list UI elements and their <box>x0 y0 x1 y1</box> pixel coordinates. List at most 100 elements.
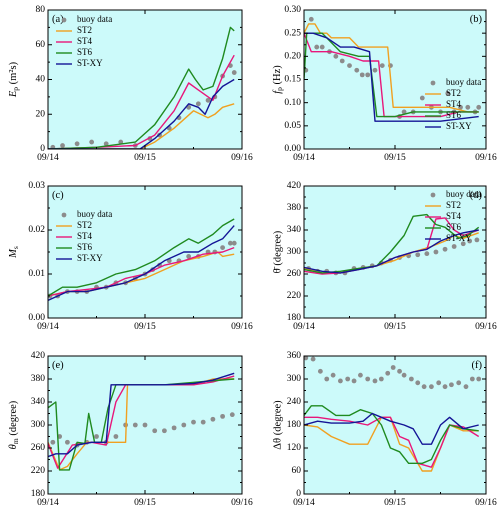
buoy-point-e-13 <box>171 425 177 431</box>
buoy-point-e-5 <box>94 434 99 439</box>
legend-label-a-0: buoy data <box>77 14 112 24</box>
y-tick-label-f-3: 180 <box>287 420 302 430</box>
y-tick-label-d-4: 340 <box>287 225 302 235</box>
series-line-f-st6 <box>304 405 479 464</box>
plot-area-b <box>304 10 486 149</box>
x-tick-label-a-0: 09/14 <box>37 153 59 163</box>
y-tick-label-b-0: 0.00 <box>284 144 301 154</box>
series-line-b-st-xy <box>304 32 479 122</box>
buoy-point-b-9 <box>359 72 365 78</box>
x-tick-label-f-0: 09/14 <box>293 498 315 508</box>
y-tick-label-b-4: 0.20 <box>284 52 301 62</box>
legend-marker-buoy-b <box>430 80 436 86</box>
buoy-point-f-9 <box>365 376 371 382</box>
legend-label-c-0: buoy data <box>77 209 112 219</box>
buoy-point-c-20 <box>227 240 233 246</box>
buoy-point-e-7 <box>113 434 119 439</box>
buoy-point-b-25 <box>476 104 482 110</box>
y-tick-label-c-2: 0.02 <box>28 225 45 235</box>
series-line-a-st4 <box>48 54 235 149</box>
x-tick-label-d-2: 09/16 <box>475 322 497 332</box>
buoy-point-e-2 <box>65 439 70 445</box>
plot-content-a <box>48 26 237 149</box>
y-tick-label-f-2: 120 <box>287 443 302 453</box>
buoy-point-f-22 <box>449 382 454 388</box>
x-tick-label-d-1: 09/15 <box>384 322 406 332</box>
y-tick-label-f-5: 300 <box>287 374 302 384</box>
legend-label-d-1: ST2 <box>446 200 461 210</box>
buoy-point-b-23 <box>465 104 471 110</box>
buoy-point-f-15 <box>401 372 407 378</box>
panel-tag-c: (c) <box>52 190 64 201</box>
x-tick-label-c-1: 09/15 <box>134 322 156 332</box>
y-axis-label-f: Δθ (degree) <box>272 400 283 450</box>
panel-b: 0.00 0.05 0.10 0.15 0.20 0.25 0.30 09/14 09/15 09… <box>272 5 497 163</box>
buoy-point-a-1 <box>60 143 65 148</box>
buoy-point-f-18 <box>421 384 427 390</box>
legend-label-d-3: ST6 <box>446 222 462 232</box>
buoy-point-f-11 <box>378 376 384 382</box>
y-tick-label-e-1: 220 <box>31 466 46 476</box>
buoy-point-d-13 <box>424 251 430 257</box>
y-tick-label-a-2: 40 <box>36 75 46 85</box>
buoy-point-e-17 <box>210 416 216 422</box>
buoy-point-b-15 <box>401 109 407 115</box>
legend-label-a-1: ST2 <box>77 25 92 35</box>
buoy-point-f-17 <box>415 380 421 386</box>
legend-label-a-2: ST4 <box>77 36 93 46</box>
x-tick-label-c-0: 09/14 <box>37 322 59 332</box>
buoy-point-d-16 <box>451 244 457 249</box>
series-line-d-st6 <box>304 213 480 274</box>
buoy-point-e-19 <box>229 412 235 418</box>
buoy-point-f-14 <box>397 368 402 374</box>
series-line-a-st6 <box>48 26 235 149</box>
y-tick-label-a-3: 60 <box>36 40 46 50</box>
legend-marker-buoy-d <box>430 192 436 198</box>
buoy-point-b-8 <box>354 67 360 73</box>
buoy-point-b-3 <box>319 44 325 50</box>
buoy-point-f-23 <box>456 380 462 386</box>
y-tick-label-d-6: 420 <box>287 181 302 191</box>
y-tick-label-e-3: 300 <box>31 420 46 430</box>
x-tick-label-e-2: 09/16 <box>231 498 253 508</box>
plot-content-e <box>48 372 235 471</box>
y-tick-label-e-2: 260 <box>31 443 46 453</box>
y-tick-label-e-0: 180 <box>31 489 46 499</box>
buoy-point-e-15 <box>191 419 196 425</box>
x-tick-label-a-1: 09/15 <box>134 153 156 163</box>
y-tick-label-f-1: 60 <box>292 466 302 476</box>
y-tick-label-b-5: 0.25 <box>284 28 301 38</box>
buoy-point-b-11 <box>372 67 378 73</box>
buoy-point-c-19 <box>220 245 226 251</box>
buoy-point-b-12 <box>379 63 385 68</box>
buoy-point-d-14 <box>433 249 439 255</box>
buoy-point-e-18 <box>220 413 226 419</box>
panel-d: 180 220 260 300 340 380 420 09/14 09/15 09/16 (d) θ… <box>272 181 497 332</box>
y-tick-label-d-3: 300 <box>287 247 302 257</box>
y-tick-label-b-1: 0.05 <box>284 121 301 131</box>
legend-label-d-0: buoy data <box>446 189 481 199</box>
buoy-point-d-15 <box>442 246 448 252</box>
plot-content-b <box>304 16 482 122</box>
buoy-point-f-6 <box>345 376 351 382</box>
buoy-point-d-17 <box>460 241 466 247</box>
y-tick-label-b-3: 0.15 <box>284 75 301 85</box>
buoy-point-e-12 <box>162 428 167 434</box>
buoy-point-a-17 <box>231 70 237 75</box>
legend-label-b-2: ST4 <box>446 99 462 109</box>
y-tick-label-e-6: 420 <box>31 351 46 361</box>
buoy-point-b-7 <box>347 63 352 68</box>
series-line-d-st-xy <box>304 229 479 274</box>
buoy-point-e-11 <box>152 428 158 434</box>
x-tick-label-b-2: 09/16 <box>475 153 497 163</box>
buoy-point-e-10 <box>142 422 148 428</box>
y-tick-label-a-4: 80 <box>36 5 46 15</box>
legend-marker-buoy-c <box>61 212 67 218</box>
x-tick-label-d-0: 09/14 <box>293 322 315 332</box>
buoy-point-f-2 <box>317 368 323 374</box>
x-tick-label-a-2: 09/16 <box>231 153 253 163</box>
panel-tag-e: (e) <box>52 360 64 371</box>
